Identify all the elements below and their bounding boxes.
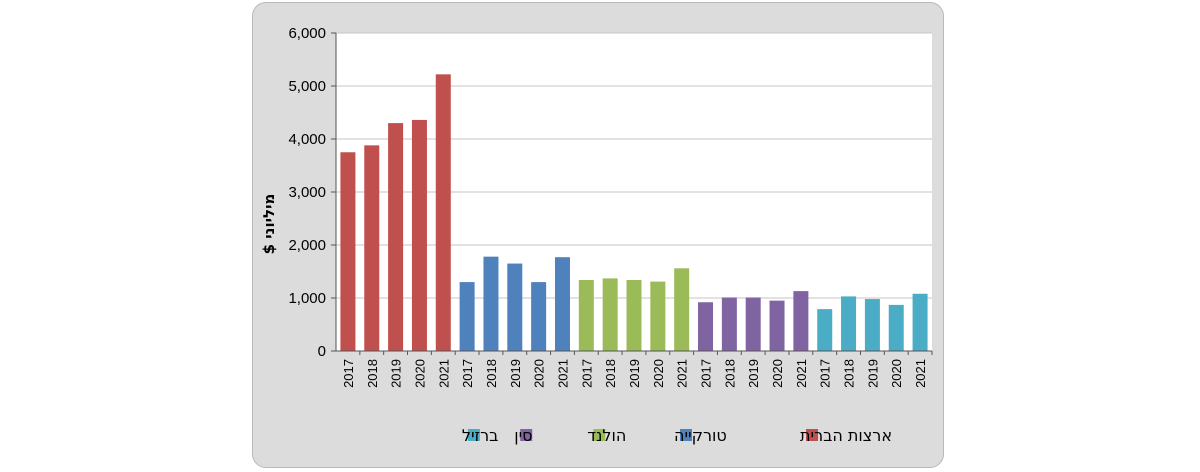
bar	[459, 282, 475, 351]
x-tick-label: 2019	[627, 359, 642, 388]
bar	[602, 278, 618, 351]
legend-swatch	[593, 429, 606, 441]
x-tick-label: 2017	[579, 359, 594, 388]
bar	[674, 268, 690, 351]
bar	[411, 119, 427, 351]
legend-swatch	[520, 429, 533, 441]
x-tick-label: 2021	[436, 359, 451, 388]
bar	[864, 299, 880, 351]
y-tick-labels: 0 1,000 2,000 3,000 4,000 5,000 6,000	[288, 25, 326, 360]
bar	[435, 74, 451, 351]
bar	[817, 309, 833, 351]
axes	[331, 32, 933, 355]
x-tick-label: 2019	[865, 359, 880, 388]
x-tick-label: 2017	[818, 359, 833, 388]
bar	[626, 279, 642, 351]
bar	[578, 279, 594, 351]
legend-item: סין	[514, 426, 532, 445]
x-tick-label: 2018	[603, 359, 618, 388]
legend-swatch	[679, 429, 692, 441]
x-tick-label: 2019	[508, 359, 523, 388]
legend-label: סין	[514, 426, 532, 445]
bar	[650, 281, 666, 351]
bar	[745, 297, 761, 351]
legend-item: הולנד	[587, 426, 626, 445]
legend-label: הולנד	[587, 426, 626, 445]
x-tick-label: 2021	[913, 359, 928, 388]
legend-label: ארצות הברית	[800, 426, 892, 445]
bar	[721, 297, 737, 351]
bar	[483, 256, 499, 351]
x-tick-label: 2017	[460, 359, 475, 388]
x-tick-label: 2020	[889, 359, 904, 388]
x-tick-label: 2017	[341, 359, 356, 388]
x-tick-label: 2020	[770, 359, 785, 388]
bar	[793, 291, 809, 351]
bar	[698, 302, 714, 351]
bar	[554, 257, 570, 351]
y-axis-title: מיליוני $	[260, 194, 278, 255]
bar	[769, 300, 785, 351]
x-tick-label: 2018	[842, 359, 857, 388]
legend-item: טורקייה	[674, 426, 727, 445]
x-tick-label: 2017	[699, 359, 714, 388]
legend: ארצות הברית טורקייה הולנד סין ברזיל	[462, 426, 892, 445]
legend-item: ברזיל	[462, 426, 499, 445]
bar	[364, 145, 380, 351]
legend-swatch	[806, 429, 818, 441]
y-tick-label: 2,000	[288, 237, 326, 254]
y-tick-label: 3,000	[288, 184, 326, 201]
x-tick-label: 2018	[365, 359, 380, 388]
bar	[388, 123, 404, 351]
gridlines	[336, 32, 932, 299]
y-tick-label: 5,000	[288, 78, 326, 95]
legend-label: טורקייה	[674, 426, 727, 445]
x-tick-label: 2021	[555, 359, 570, 388]
bar	[340, 152, 356, 351]
legend-item: ארצות הברית	[800, 426, 892, 445]
x-tick-labels: 2017 2018 2019 2020 2021 2017 2018 2019 2020 2021…	[341, 359, 928, 388]
x-tick-label: 2020	[532, 359, 547, 388]
y-tick-label: 0	[318, 343, 326, 360]
bar	[531, 282, 547, 351]
bar	[841, 296, 857, 351]
y-tick-label: 4,000	[288, 131, 326, 148]
x-tick-label: 2021	[794, 359, 809, 388]
y-tick-label: 1,000	[288, 290, 326, 307]
bar	[888, 304, 904, 351]
bar	[507, 263, 523, 351]
y-tick-label: 6,000	[288, 25, 326, 42]
x-tick-label: 2020	[651, 359, 666, 388]
x-tick-label: 2019	[389, 359, 404, 388]
x-tick-label: 2020	[412, 359, 427, 388]
bars	[340, 74, 928, 351]
x-tick-label: 2018	[484, 359, 499, 388]
x-tick-label: 2018	[722, 359, 737, 388]
x-tick-label: 2021	[675, 359, 690, 388]
x-tick-label: 2019	[746, 359, 761, 388]
bar	[912, 293, 928, 351]
legend-swatch	[467, 429, 480, 441]
legend-label: ברזיל	[462, 426, 499, 445]
